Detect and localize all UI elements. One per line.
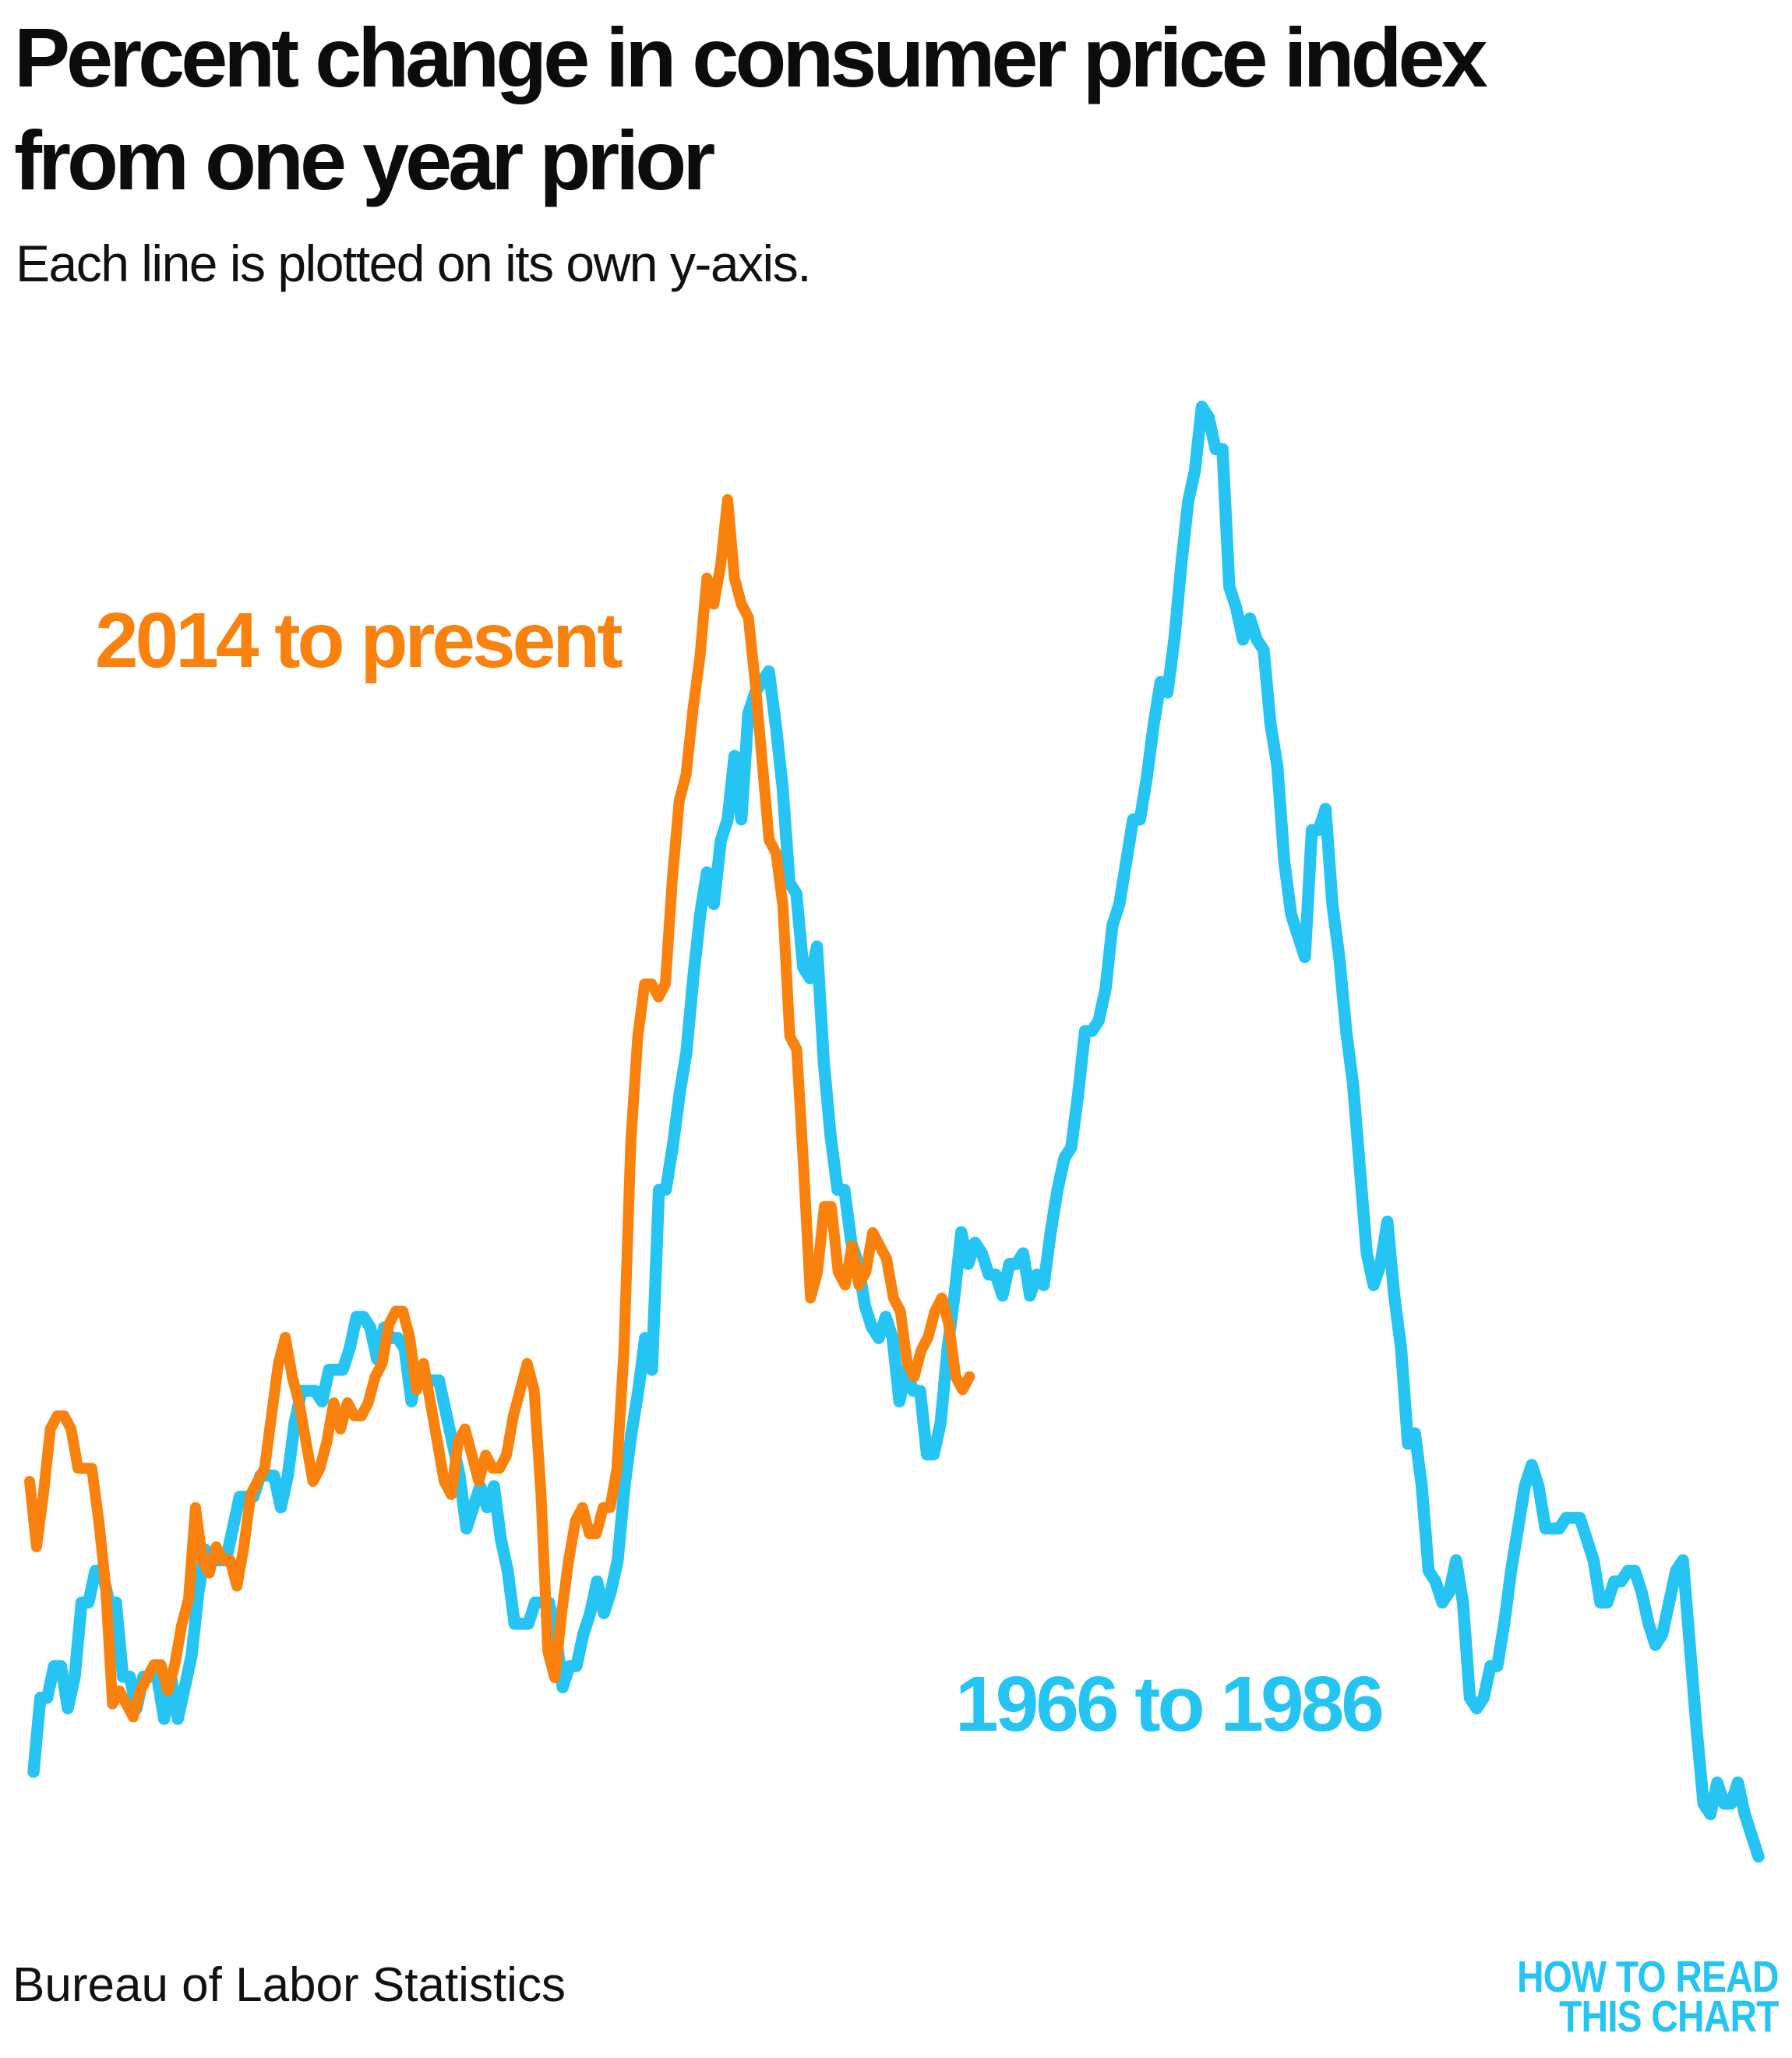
logo-line2: THIS CHART bbox=[1559, 1992, 1779, 2042]
chart-title: Percent change in consumer price index f… bbox=[14, 6, 1783, 212]
chart-title-line1: Percent change in consumer price index bbox=[14, 10, 1488, 104]
chart-title-line2: from one year prior bbox=[14, 112, 715, 207]
how-to-read-this-chart-logo: HOW TO READ THIS CHART bbox=[1517, 1952, 1780, 2042]
line-1966-to-1986 bbox=[27, 401, 1765, 1863]
source-attribution: Bureau of Labor Statistics bbox=[12, 1958, 566, 2012]
logo-line1: HOW TO READ bbox=[1517, 1952, 1780, 2002]
chart-subtitle: Each line is plotted on its own y-axis. bbox=[16, 235, 812, 292]
line-2014-to-present bbox=[24, 494, 975, 1723]
series-label-1966-to-1986: 1966 to 1986 bbox=[955, 1661, 1385, 1748]
series-label-2014-to-present: 2014 to present bbox=[95, 597, 623, 684]
